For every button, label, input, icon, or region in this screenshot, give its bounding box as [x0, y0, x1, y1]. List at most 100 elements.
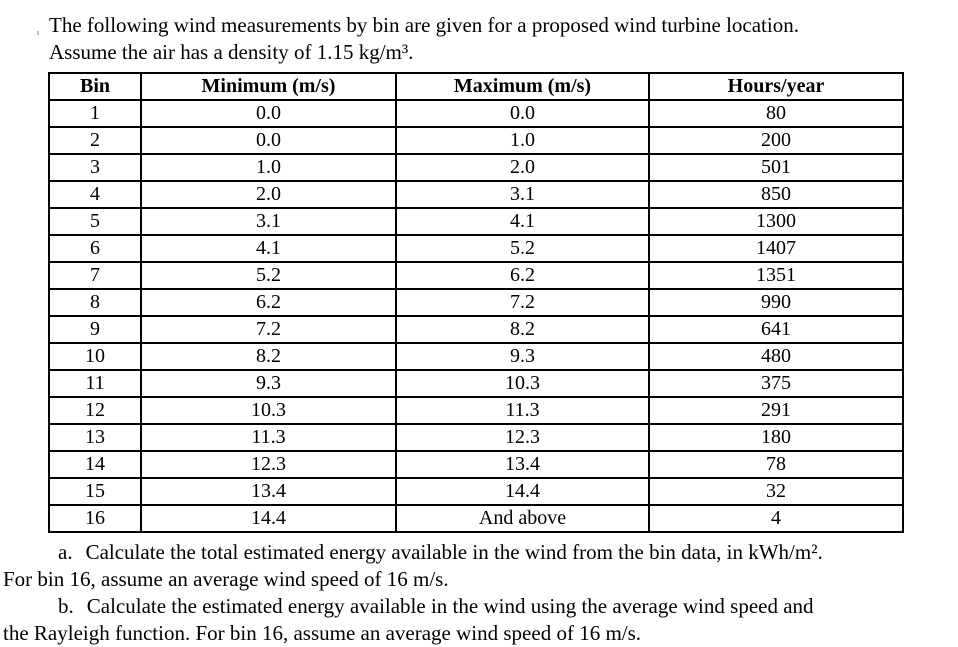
- table-cell: 3.1: [140, 207, 397, 236]
- table-cell: 14.4: [140, 504, 397, 533]
- table-cell: 2: [48, 126, 142, 155]
- table-cell: 3.1: [395, 180, 650, 209]
- table-row: 12 10.3 11.3 291: [48, 396, 904, 425]
- table-row: 9 7.2 8.2 641: [48, 315, 904, 344]
- table-cell: 5.2: [140, 261, 397, 290]
- table-cell: 200: [648, 126, 904, 155]
- table-row: 13 11.3 12.3 180: [48, 423, 904, 452]
- table-cell: 14.4: [395, 477, 650, 506]
- table-cell: 1.0: [395, 126, 650, 155]
- table-cell: 7.2: [140, 315, 397, 344]
- table-cell: 15: [48, 477, 142, 506]
- table-row: 1 0.0 0.0 80: [48, 99, 904, 128]
- table-cell: 78: [648, 450, 904, 479]
- table-cell: 12: [48, 396, 142, 425]
- table-cell: 14: [48, 450, 142, 479]
- table-row: 14 12.3 13.4 78: [48, 450, 904, 479]
- table-cell: 850: [648, 180, 904, 209]
- table-cell: 13.4: [395, 450, 650, 479]
- table-cell: 2.0: [140, 180, 397, 209]
- table-cell: 12.3: [140, 450, 397, 479]
- table-row: 11 9.3 10.3 375: [48, 369, 904, 398]
- column-header-minimum: Minimum (m/s): [140, 72, 397, 101]
- table-cell: 480: [648, 342, 904, 371]
- table-cell: 1: [48, 99, 142, 128]
- question-b-text: Calculate the estimated energy available…: [86, 594, 814, 618]
- table-cell: 501: [648, 153, 904, 182]
- table-row: 16 14.4 And above 4: [48, 504, 904, 533]
- table-row: 15 13.4 14.4 32: [48, 477, 904, 506]
- table-cell: 32: [648, 477, 904, 506]
- table-cell: 0.0: [140, 99, 397, 128]
- table-cell: 12.3: [395, 423, 650, 452]
- question-b-line-1: b. Calculate the estimated energy availab…: [3, 593, 953, 620]
- questions-block: a. Calculate the total estimated energy a…: [3, 539, 953, 647]
- intro-line-2: Assume the air has a density of 1.15 kg/…: [49, 40, 414, 64]
- question-a-line-2: For bin 16, assume an average wind speed…: [3, 567, 449, 591]
- table-row: 6 4.1 5.2 1407: [48, 234, 904, 263]
- table-cell: 16: [48, 504, 142, 533]
- column-header-maximum: Maximum (m/s): [395, 72, 650, 101]
- table-row: 10 8.2 9.3 480: [48, 342, 904, 371]
- table-cell: 1407: [648, 234, 904, 263]
- table-cell: 3: [48, 153, 142, 182]
- table-body: 1 0.0 0.0 80 2 0.0 1.0 200 3 1.0 2.0 501 4 2.0 3.1 850 5…: [48, 99, 904, 533]
- table-cell: 0.0: [395, 99, 650, 128]
- table-cell: 7.2: [395, 288, 650, 317]
- table-cell: 6.2: [395, 261, 650, 290]
- table-cell: 1351: [648, 261, 904, 290]
- question-a-line-1: a. Calculate the total estimated energy a…: [3, 539, 953, 566]
- table-cell: 13: [48, 423, 142, 452]
- table-cell: 10: [48, 342, 142, 371]
- table-row: 5 3.1 4.1 1300: [48, 207, 904, 236]
- intro-line-1: The following wind measurements by bin a…: [49, 13, 799, 37]
- table-cell: 5.2: [395, 234, 650, 263]
- table-cell: 80: [648, 99, 904, 128]
- table-cell: 375: [648, 369, 904, 398]
- table-row: 8 6.2 7.2 990: [48, 288, 904, 317]
- table-cell: 6.2: [140, 288, 397, 317]
- table-cell: 4.1: [395, 207, 650, 236]
- question-b-label: b.: [58, 594, 74, 618]
- table-cell: 291: [648, 396, 904, 425]
- table-cell: 4: [48, 180, 142, 209]
- table-row: 2 0.0 1.0 200: [48, 126, 904, 155]
- table-cell: 2.0: [395, 153, 650, 182]
- table-cell: And above: [395, 504, 650, 533]
- table-cell: 8.2: [395, 315, 650, 344]
- table-cell: 5: [48, 207, 142, 236]
- table-cell: 9.3: [140, 369, 397, 398]
- table-cell: 6: [48, 234, 142, 263]
- intro-paragraph: The following wind measurements by bin a…: [49, 12, 799, 66]
- column-header-bin: Bin: [48, 72, 142, 101]
- table-cell: 4.1: [140, 234, 397, 263]
- table-cell: 11.3: [395, 396, 650, 425]
- table-cell: 990: [648, 288, 904, 317]
- table-cell: 4: [648, 504, 904, 533]
- wind-bin-table: Bin Minimum (m/s) Maximum (m/s) Hours/ye…: [48, 72, 904, 533]
- stray-mark: [37, 31, 39, 35]
- table-cell: 1.0: [140, 153, 397, 182]
- table-cell: 180: [648, 423, 904, 452]
- table-cell: 10.3: [395, 369, 650, 398]
- table-row: 3 1.0 2.0 501: [48, 153, 904, 182]
- table-cell: 8.2: [140, 342, 397, 371]
- table-cell: 10.3: [140, 396, 397, 425]
- question-a-label: a.: [58, 540, 73, 564]
- table-cell: 8: [48, 288, 142, 317]
- table-cell: 7: [48, 261, 142, 290]
- table-cell: 0.0: [140, 126, 397, 155]
- table-cell: 9: [48, 315, 142, 344]
- table-row: 7 5.2 6.2 1351: [48, 261, 904, 290]
- table-cell: 11.3: [140, 423, 397, 452]
- question-b-line-2: the Rayleigh function. For bin 16, assum…: [3, 621, 642, 645]
- table-cell: 1300: [648, 207, 904, 236]
- table-cell: 9.3: [395, 342, 650, 371]
- table-cell: 11: [48, 369, 142, 398]
- column-header-hours: Hours/year: [648, 72, 904, 101]
- table-row: 4 2.0 3.1 850: [48, 180, 904, 209]
- table-header-row: Bin Minimum (m/s) Maximum (m/s) Hours/ye…: [48, 72, 904, 101]
- table-cell: 13.4: [140, 477, 397, 506]
- table-cell: 641: [648, 315, 904, 344]
